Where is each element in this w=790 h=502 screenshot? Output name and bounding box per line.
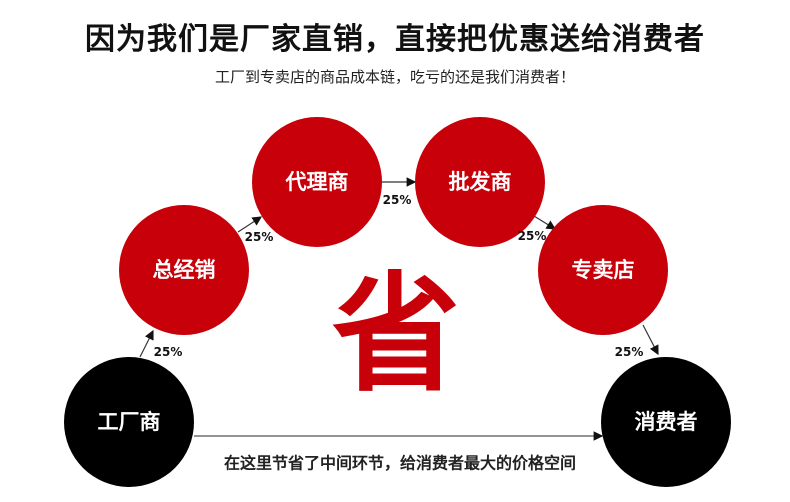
node-label: 总经销	[153, 258, 216, 282]
node-wholesaler: 批发商	[415, 117, 545, 247]
subheadline: 工厂到专卖店的商品成本链，吃亏的还是我们消费者！	[214, 68, 575, 86]
node-label: 工厂商	[98, 410, 161, 434]
arrow-distributor-to-agent	[237, 216, 263, 233]
arrow-wholesaler-to-store	[533, 215, 557, 230]
markup-label: 25%	[383, 193, 412, 207]
markup-label: 25%	[245, 230, 274, 244]
node-label: 消费者	[635, 410, 698, 434]
markup-label: 25%	[518, 229, 547, 243]
markup-label: 25%	[615, 345, 644, 359]
node-label: 代理商	[285, 170, 349, 194]
node-factory: 工厂商	[64, 357, 194, 487]
node-general-distributor: 总经销	[119, 205, 249, 335]
bottom-caption: 在这里节省了中间环节，给消费者最大的价格空间	[224, 454, 576, 473]
headline: 因为我们是厂家直销，直接把优惠送给消费者	[85, 22, 705, 57]
node-consumer: 消费者	[601, 357, 731, 487]
save-character: 省	[332, 261, 460, 410]
arrow-store-to-consumer	[642, 324, 659, 356]
markup-label: 25%	[154, 345, 183, 359]
node-agent: 代理商	[252, 117, 382, 247]
node-label: 专卖店	[572, 258, 635, 282]
node-label: 批发商	[449, 170, 512, 194]
arrow-factory-to-distributor	[139, 329, 154, 358]
node-specialty-store: 专卖店	[538, 205, 668, 335]
